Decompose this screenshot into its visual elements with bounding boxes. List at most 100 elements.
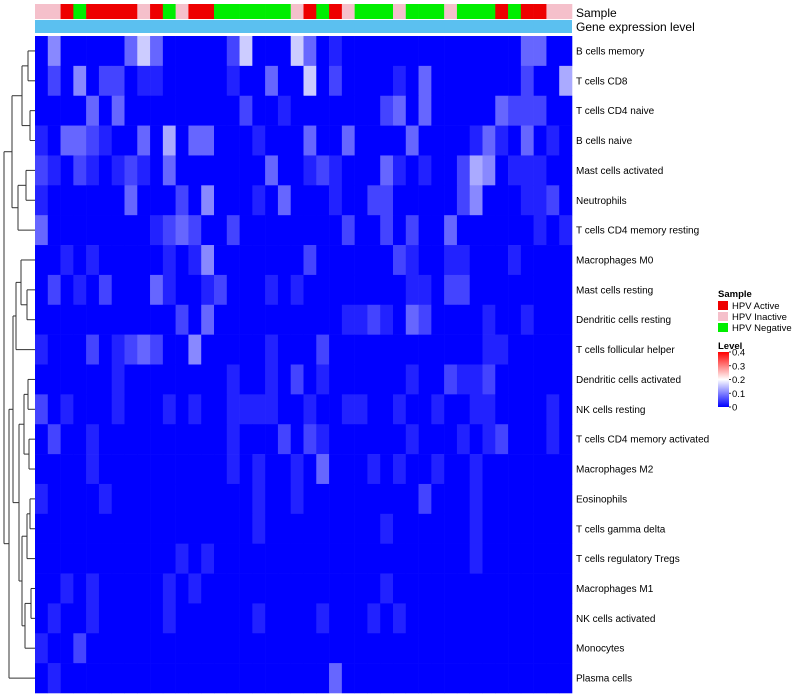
heatmap-cell: [444, 125, 458, 156]
heatmap-cell: [252, 454, 266, 485]
heatmap-cell: [290, 185, 304, 216]
heatmap-cell: [367, 125, 381, 156]
heatmap-cell: [520, 274, 534, 306]
heatmap-cell: [418, 155, 432, 186]
heatmap-cell: [405, 603, 419, 634]
heatmap-cell: [533, 394, 547, 425]
heatmap-cell: [73, 543, 87, 574]
heatmap-cell: [559, 245, 573, 276]
heatmap-cell: [303, 543, 317, 574]
heatmap-cell: [495, 274, 509, 306]
heatmap-cell: [98, 603, 113, 634]
heatmap-cell: [559, 274, 573, 306]
heatmap-cell: [60, 394, 74, 425]
heatmap-cell: [252, 304, 266, 335]
heatmap-cell: [303, 304, 317, 335]
heatmap-cell: [252, 513, 266, 544]
sample-annotation-cell: [73, 4, 87, 19]
heatmap-cell: [35, 454, 49, 485]
heatmap-cell: [559, 155, 573, 186]
heatmap-cell: [86, 483, 100, 515]
heatmap-cell: [520, 543, 534, 574]
row-label: T cells CD4 memory activated: [576, 435, 709, 446]
heatmap-cell: [405, 334, 419, 365]
heatmap-cell: [393, 543, 407, 574]
heatmap-cell: [559, 185, 573, 216]
heatmap-cell: [508, 65, 522, 97]
heatmap-cell: [47, 274, 61, 306]
heatmap-cell: [47, 633, 61, 664]
heatmap-cell: [495, 513, 509, 544]
heatmap-cell: [290, 155, 304, 186]
heatmap-cell: [316, 155, 330, 186]
heatmap-cell: [214, 394, 228, 425]
heatmap-cell: [367, 454, 381, 485]
heatmap-cell: [252, 95, 266, 126]
heatmap-cell: [60, 454, 74, 485]
row-label: Monocytes: [576, 644, 624, 655]
heatmap-cell: [559, 215, 573, 246]
heatmap-cell: [444, 394, 458, 425]
heatmap-cell: [277, 543, 292, 574]
heatmap-cell: [546, 334, 560, 365]
heatmap-cell: [214, 155, 228, 186]
heatmap-cell: [367, 663, 381, 694]
heatmap-cell: [124, 394, 138, 425]
row-label: T cells CD4 naive: [576, 106, 655, 117]
heatmap-cell: [111, 483, 125, 515]
heatmap-cell: [265, 543, 279, 574]
heatmap-cell: [469, 543, 483, 574]
heatmap-cell: [214, 245, 228, 276]
heatmap-cell: [35, 215, 49, 246]
heatmap-cell: [239, 95, 253, 126]
heatmap-cell: [354, 304, 368, 335]
heatmap-cell: [533, 95, 547, 126]
heatmap-cell: [303, 334, 317, 365]
heatmap-cell: [73, 125, 87, 156]
heatmap-cell: [444, 513, 458, 544]
sample-annotation-cell: [277, 4, 292, 19]
heatmap-cell: [520, 394, 534, 425]
heatmap-cell: [431, 125, 445, 156]
heatmap-cell: [367, 274, 381, 306]
heatmap-cell: [431, 304, 445, 335]
heatmap-cell: [239, 65, 253, 97]
heatmap-cell: [214, 633, 228, 664]
heatmap-cell: [252, 633, 266, 664]
heatmap-cell: [495, 95, 509, 126]
heatmap-cell: [137, 364, 151, 395]
heatmap-cell: [533, 454, 547, 485]
heatmap-cell: [456, 185, 471, 216]
heatmap-cell: [265, 603, 279, 634]
row-label: T cells gamma delta: [576, 524, 666, 535]
heatmap-cell: [60, 513, 74, 544]
heatmap-cell: [329, 155, 343, 186]
heatmap-cell: [354, 573, 368, 604]
heatmap-cell: [290, 394, 304, 425]
sample-annotation-bars: [35, 4, 573, 33]
heatmap-cell: [47, 334, 61, 365]
heatmap-cell: [201, 334, 215, 365]
heatmap-cell: [303, 573, 317, 604]
heatmap-cell: [559, 633, 573, 664]
heatmap-cell: [303, 424, 317, 455]
row-label: Dendritic cells activated: [576, 375, 681, 386]
heatmap-cell: [239, 424, 253, 455]
heatmap-cell: [73, 334, 87, 365]
heatmap-cell: [98, 573, 113, 604]
heatmap-cell: [137, 633, 151, 664]
row-label: Macrophages M1: [576, 584, 654, 595]
heatmap-cell: [188, 36, 202, 67]
heatmap-cell: [60, 364, 74, 395]
heatmap-cell: [35, 185, 49, 216]
heatmap-cell: [150, 483, 164, 515]
heatmap-cell: [354, 513, 368, 544]
row-label: B cells naive: [576, 136, 633, 147]
heatmap-cell: [495, 334, 509, 365]
row-label: Macrophages M0: [576, 255, 654, 266]
sample-annotation-cell: [444, 4, 458, 19]
heatmap-cell: [124, 543, 138, 574]
heatmap-cell: [546, 603, 560, 634]
heatmap-cell: [418, 65, 432, 97]
heatmap-cell: [201, 245, 215, 276]
